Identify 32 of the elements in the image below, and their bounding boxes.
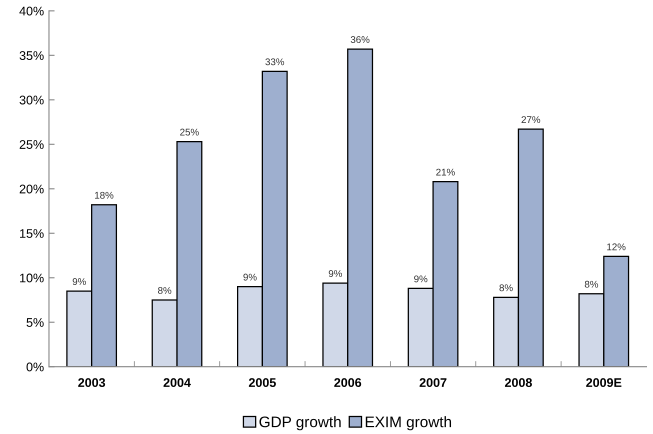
data-label: 12% [607,243,626,250]
data-label: 27% [522,116,540,124]
data-label: 9% [414,275,428,282]
x-tick-label: 2006 [334,378,362,388]
y-tick-label: 10% [20,274,44,282]
legend-label: GDP growth [259,416,341,430]
data-label: 9% [243,274,257,281]
data-label: 8% [584,280,598,288]
data-label: 33% [265,58,284,66]
data-label: 18% [95,192,114,199]
y-tick-label: 15% [20,229,44,238]
x-tick-label: 2004 [164,378,191,388]
y-tick-label: 5% [26,318,44,327]
legend-label: EXIM growth [366,416,452,430]
x-tick-label: 2005 [248,378,276,388]
x-tick-label: 2009E [586,378,622,388]
data-label: 21% [436,168,455,176]
data-label: 25% [180,128,199,136]
y-tick-label: 0% [26,362,44,372]
data-label: 36% [350,36,370,44]
data-label: 9% [72,278,86,286]
y-tick-label: 30% [20,96,44,104]
data-label: 9% [328,270,342,278]
y-tick-label: 35% [20,51,44,60]
y-tick-label: 40% [19,6,44,16]
y-tick-label: 25% [20,140,44,149]
x-tick-label: 2008 [504,378,532,388]
x-tick-label: 2003 [78,378,106,388]
x-tick-label: 2007 [420,378,446,388]
data-label: 8% [158,287,172,294]
y-tick-label: 20% [20,184,44,194]
data-label: 8% [499,284,513,292]
